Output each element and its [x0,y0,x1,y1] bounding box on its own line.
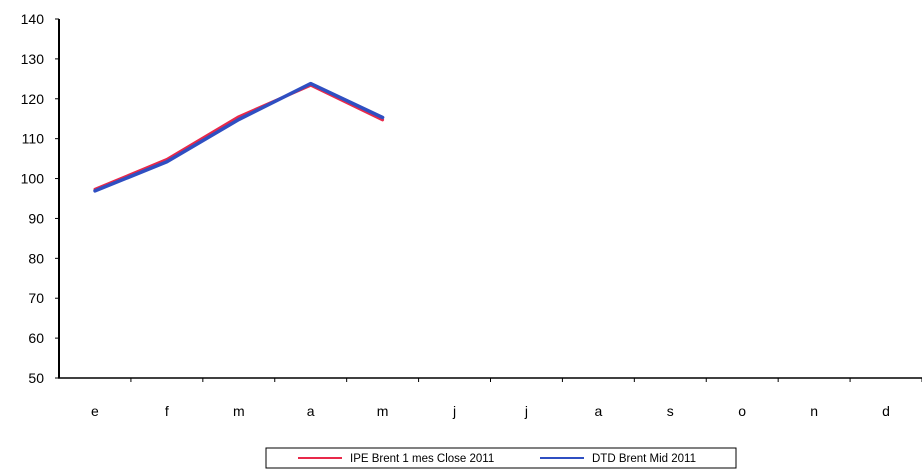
series-lines [93,81,385,193]
y-tick-label: 120 [21,91,45,107]
legend-label-dtd-brent: DTD Brent Mid 2011 [592,453,696,465]
x-tick-label: j [452,403,456,419]
y-tick-label: 110 [22,131,45,147]
x-tick-label: a [594,403,602,419]
y-tick-label: 70 [28,290,44,306]
x-tick-label: d [882,403,890,419]
y-ticks: 50 60 70 80 90 100 110 120 130 140 [21,11,59,386]
series-line-dtd-brent [93,81,385,193]
x-tick-label: a [307,403,315,419]
legend: IPE Brent 1 mes Close 2011 DTD Brent Mid… [265,447,737,469]
legend-label-ipe-brent: IPE Brent 1 mes Close 2011 [350,453,494,465]
legend-box [265,447,737,469]
x-tick-label: o [738,403,746,419]
x-tick-label: m [377,403,389,419]
x-tick-label: s [667,403,674,419]
y-tick-label: 90 [28,210,44,226]
x-tick-label: j [524,403,528,419]
y-tick-label: 80 [28,250,44,266]
axes [58,19,922,379]
x-tick-label: m [233,403,245,419]
y-tick-label: 60 [28,330,44,346]
y-tick-label: 50 [28,370,44,386]
x-tick-label: e [91,403,99,419]
x-tick-label: n [810,403,818,419]
y-tick-label: 100 [21,171,45,187]
y-tick-label: 130 [21,51,45,67]
x-tick-label: f [165,403,169,419]
y-tick-label: 140 [21,11,45,27]
